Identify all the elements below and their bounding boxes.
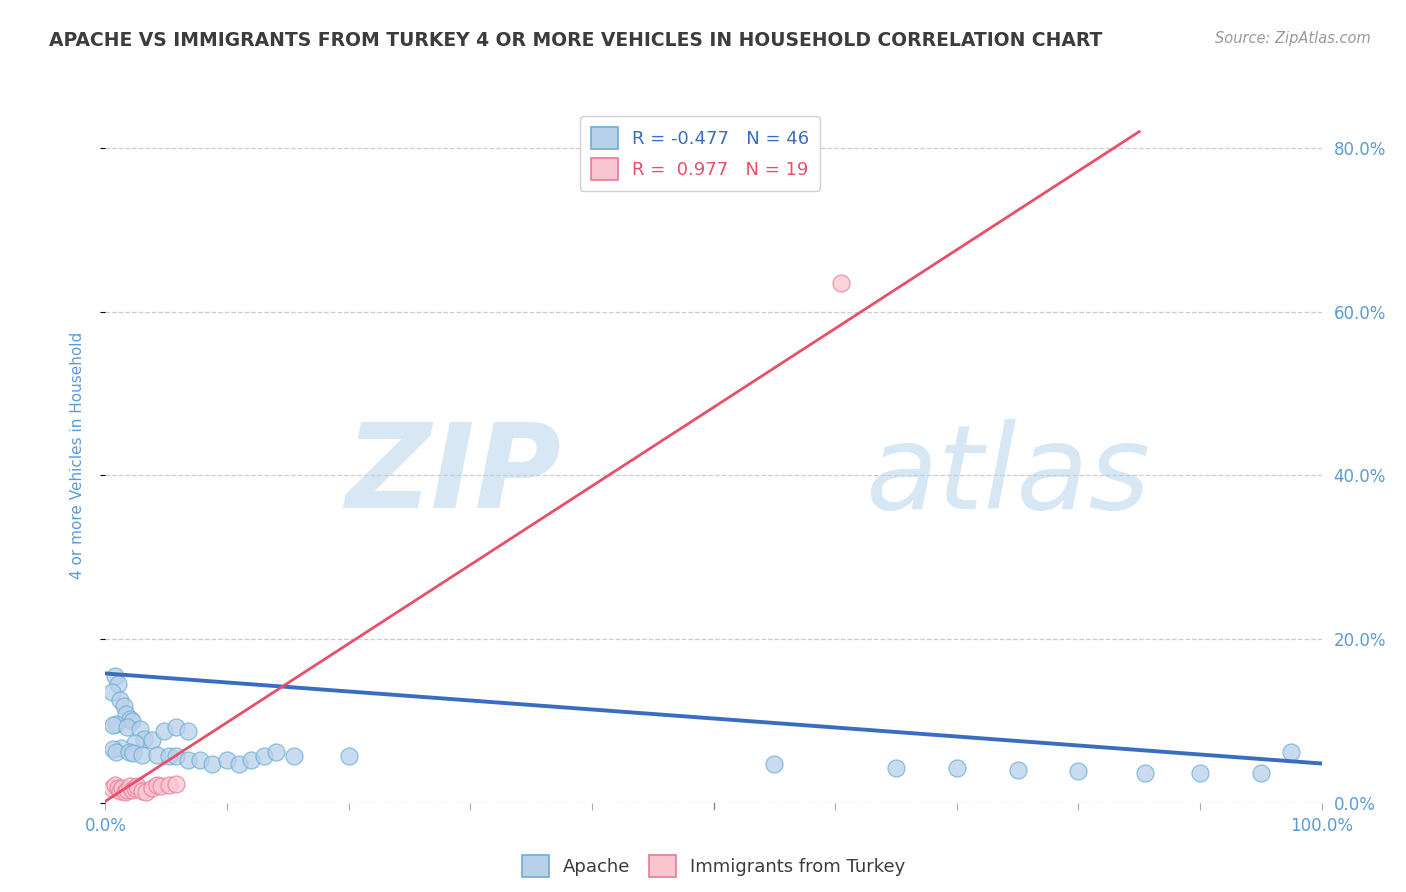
- Point: [110, 741, 132, 756]
- Point: [884, 761, 907, 775]
- Point: [100, 780, 122, 795]
- Point: [1189, 765, 1212, 780]
- Point: [134, 731, 156, 746]
- Point: [283, 749, 305, 764]
- Point: [141, 732, 163, 747]
- Point: [145, 778, 167, 792]
- Point: [107, 677, 129, 691]
- Point: [105, 717, 128, 731]
- Point: [108, 693, 131, 707]
- Point: [117, 721, 139, 735]
- Point: [157, 778, 180, 792]
- Point: [945, 761, 967, 775]
- Point: [131, 783, 153, 797]
- Point: [145, 748, 167, 763]
- Point: [1067, 764, 1090, 778]
- Point: [264, 745, 287, 759]
- Point: [165, 749, 187, 764]
- Point: [117, 745, 139, 759]
- Point: [124, 780, 146, 795]
- Point: [1135, 765, 1157, 780]
- Point: [105, 745, 128, 759]
- Point: [337, 749, 360, 764]
- Point: [118, 780, 141, 794]
- Point: [177, 723, 200, 738]
- Point: [228, 756, 250, 771]
- Point: [177, 753, 200, 767]
- Point: [104, 778, 127, 792]
- Point: [108, 784, 131, 798]
- Point: [165, 777, 187, 791]
- Point: [125, 780, 148, 794]
- Text: atlas: atlas: [866, 418, 1150, 533]
- Point: [128, 722, 150, 736]
- Point: [763, 757, 786, 772]
- Point: [118, 712, 141, 726]
- Point: [114, 785, 136, 799]
- Point: [1250, 766, 1272, 780]
- Legend: Apache, Immigrants from Turkey: Apache, Immigrants from Turkey: [515, 847, 912, 884]
- Point: [188, 753, 211, 767]
- Point: [153, 723, 176, 738]
- Point: [124, 736, 146, 750]
- Point: [157, 749, 180, 764]
- Point: [252, 749, 274, 764]
- Point: [135, 785, 157, 799]
- Point: [121, 782, 143, 797]
- Point: [240, 753, 263, 767]
- Point: [100, 685, 122, 699]
- Y-axis label: 4 or more Vehicles in Household: 4 or more Vehicles in Household: [70, 331, 84, 579]
- Point: [141, 780, 163, 795]
- Point: [117, 782, 139, 797]
- Point: [165, 721, 187, 735]
- Point: [121, 714, 143, 728]
- Point: [150, 780, 173, 794]
- Point: [1007, 763, 1029, 777]
- Point: [111, 780, 134, 795]
- Point: [830, 276, 852, 290]
- Text: ZIP: ZIP: [346, 418, 561, 533]
- Point: [104, 669, 127, 683]
- Point: [122, 746, 145, 760]
- Point: [112, 699, 135, 714]
- Point: [217, 753, 239, 767]
- Text: Source: ZipAtlas.com: Source: ZipAtlas.com: [1215, 31, 1371, 46]
- Point: [101, 718, 124, 732]
- Point: [115, 707, 138, 722]
- Text: APACHE VS IMMIGRANTS FROM TURKEY 4 OR MORE VEHICLES IN HOUSEHOLD CORRELATION CHA: APACHE VS IMMIGRANTS FROM TURKEY 4 OR MO…: [49, 31, 1102, 50]
- Point: [1279, 745, 1302, 759]
- Point: [131, 748, 153, 763]
- Point: [101, 741, 124, 756]
- Point: [201, 757, 224, 772]
- Point: [107, 780, 129, 795]
